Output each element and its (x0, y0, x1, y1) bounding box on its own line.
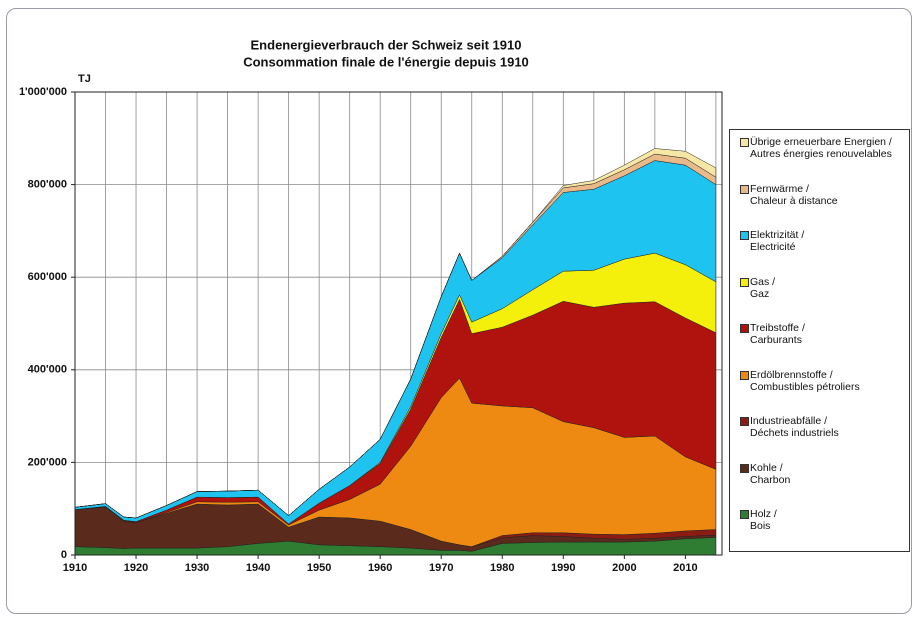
legend-swatch (740, 277, 749, 287)
x-tick-label: 1970 (429, 562, 453, 574)
y-axis-label: TJ (78, 73, 91, 85)
x-tick-label: 1920 (124, 562, 148, 574)
legend-swatch (740, 138, 749, 147)
chart-title: Endenergieverbrauch der Schweiz seit 191… (251, 37, 522, 52)
legend-entry: Elektrizität / Electricité (740, 229, 804, 253)
legend-swatch (740, 417, 749, 426)
legend-entry: Industrieabfälle / Déchets industriels (740, 415, 839, 439)
x-tick-label: 1980 (490, 562, 514, 574)
legend-label: Elektrizität / Electricité (750, 229, 805, 253)
y-tick-label: 600'000 (28, 271, 67, 283)
legend-entry: Erdölbrennstoffe / Combustibles pétrolie… (740, 369, 860, 393)
y-tick-label: 800'000 (28, 179, 67, 191)
legend-entry: Treibstoffe / Carburants (740, 322, 805, 346)
legend-label: Übrige erneuerbare Energien / Autres éne… (750, 136, 892, 160)
y-tick-label: 200'000 (28, 456, 67, 468)
legend-label: Holz / Bois (750, 508, 777, 532)
legend-label: Fernwärme / Chaleur à distance (750, 182, 838, 207)
legend-swatch (740, 324, 749, 333)
legend-label: Kohle / Charbon (750, 461, 791, 486)
legend-swatch (740, 231, 749, 240)
x-tick-label: 1950 (307, 562, 331, 574)
x-tick-label: 1990 (551, 562, 575, 574)
legend-entry: Fernwärme / Chaleur à distance (740, 183, 838, 207)
x-tick-label: 1960 (368, 562, 392, 574)
x-tick-label: 1910 (63, 562, 87, 574)
x-tick-label: 2010 (673, 562, 697, 574)
plot-frame (74, 91, 723, 556)
x-tick-label: 1940 (246, 562, 270, 574)
y-tick-label: 400'000 (28, 364, 67, 376)
x-tick-label: 2000 (612, 562, 636, 574)
legend-label: Gas / Gaz (750, 275, 776, 300)
legend-entry: Kohle / Charbon (740, 462, 790, 486)
y-tick-label: 1'000'000 (19, 86, 67, 98)
chart-subtitle: Consommation finale de l'énergie depuis … (243, 54, 529, 69)
legend-swatch (740, 510, 749, 519)
legend-entry: Gas / Gaz (740, 276, 775, 300)
legend-label: Treibstoffe / Carburants (750, 322, 805, 346)
legend-label: Erdölbrennstoffe / Combustibles pétrolie… (750, 368, 860, 393)
area (74, 148, 717, 519)
legend-entry: Holz / Bois (740, 508, 777, 532)
legend-label: Industrieabfälle / Déchets industriels (750, 415, 839, 439)
legend-swatch (740, 463, 749, 473)
legend-swatch (740, 370, 749, 380)
x-tick-label: 1930 (185, 562, 209, 574)
y-tick-label: 0 (61, 549, 67, 561)
legend-swatch (740, 184, 749, 194)
legend: Übrige erneuerbare Energien / Autres éne… (729, 129, 910, 552)
legend-entry: Übrige erneuerbare Energien / Autres éne… (740, 136, 892, 160)
